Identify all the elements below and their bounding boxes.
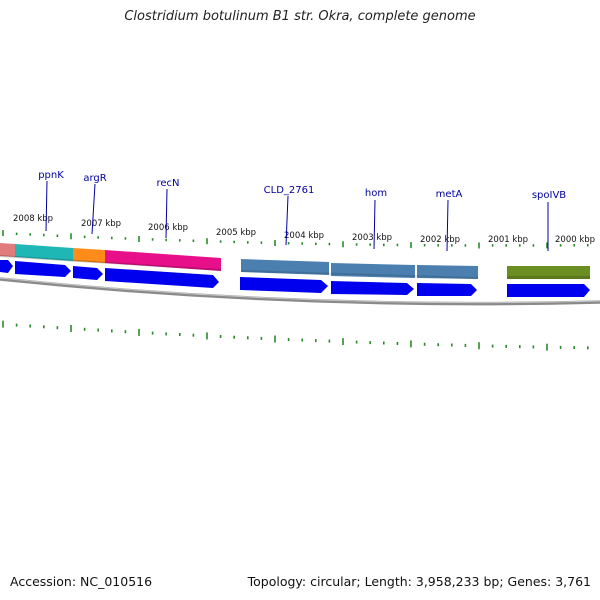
gene-arrow[interactable] <box>105 268 219 288</box>
gene-leader-line <box>285 195 289 246</box>
feature-block[interactable] <box>73 248 105 263</box>
gene-arrow[interactable] <box>417 283 477 296</box>
position-label: 2001 kbp <box>488 235 528 245</box>
gene-label[interactable]: hom <box>365 188 387 199</box>
gene-arrow[interactable] <box>240 277 328 293</box>
feature-shadow <box>241 270 478 279</box>
position-label: 2008 kbp <box>13 214 53 224</box>
feature-block[interactable] <box>507 266 590 279</box>
position-label: 2003 kbp <box>352 233 392 243</box>
gene-label[interactable]: argR <box>83 173 106 184</box>
gene-arrow-track <box>0 260 590 297</box>
genome-backbone-highlight <box>0 277 600 304</box>
gene-arrow[interactable] <box>15 261 71 277</box>
gene-arrow[interactable] <box>73 266 103 280</box>
gene-arrow[interactable] <box>0 260 13 273</box>
feature-block[interactable] <box>105 250 221 271</box>
accession-text: Accession: NC_010516 <box>10 574 153 589</box>
position-label: 2000 kbp <box>555 235 595 245</box>
feature-block[interactable] <box>331 263 415 278</box>
gene-leader-line <box>45 180 48 232</box>
feature-shadow <box>0 255 221 271</box>
gene-leader-line <box>91 183 96 235</box>
gene-label[interactable]: recN <box>156 178 179 189</box>
position-labels: 2008 kbp 2007 kbp 2006 kbp 2005 kbp 2004… <box>13 214 595 245</box>
gene-arrow[interactable] <box>331 281 414 295</box>
feature-block[interactable] <box>417 265 478 279</box>
map-title: Clostridium botulinum B1 str. Okra, comp… <box>124 9 476 24</box>
feature-block[interactable] <box>241 259 329 275</box>
feature-block[interactable] <box>15 244 73 261</box>
gene-leader-line <box>165 188 168 239</box>
gene-arrow[interactable] <box>507 284 590 297</box>
genome-backbone <box>0 277 600 306</box>
feature-shadow <box>507 276 590 279</box>
gene-leader-line <box>446 199 449 252</box>
gene-labels: ppnK argR recN CLD_2761 hom metA spoIVB <box>38 170 566 252</box>
position-label: 2007 kbp <box>81 219 121 229</box>
gene-leader-line <box>373 199 376 250</box>
gene-label[interactable]: ppnK <box>38 170 64 181</box>
position-label: 2002 kbp <box>420 235 460 245</box>
genome-summary-text: Topology: circular; Length: 3,958,233 bp… <box>247 574 591 589</box>
gene-label[interactable]: spoIVB <box>532 190 566 201</box>
position-label: 2004 kbp <box>284 231 324 241</box>
position-label: 2005 kbp <box>216 228 256 238</box>
tick-marks-lower <box>2 320 589 351</box>
feature-track <box>0 243 590 279</box>
position-label: 2006 kbp <box>148 223 188 233</box>
gene-label[interactable]: CLD_2761 <box>264 185 315 196</box>
feature-block[interactable] <box>0 243 15 257</box>
tick-marks-upper <box>2 230 589 249</box>
gene-label[interactable]: metA <box>436 189 463 200</box>
